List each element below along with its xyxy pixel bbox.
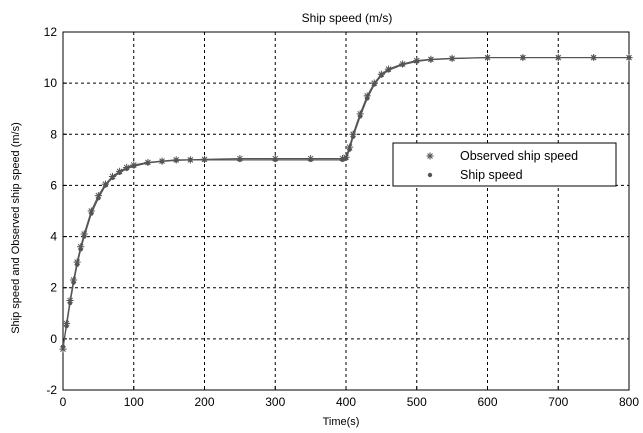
data-point-observed — [356, 110, 364, 118]
data-point-ship-speed — [64, 323, 69, 329]
data-point-ship-speed — [82, 234, 87, 239]
y-tick-label: 4 — [50, 230, 57, 244]
legend-box — [392, 142, 617, 187]
data-point-ship-speed — [556, 55, 561, 60]
series-line — [62, 56, 629, 347]
x-tick-label: 400 — [336, 395, 356, 409]
data-point-observed — [87, 207, 95, 215]
data-point-ship-speed — [60, 344, 66, 349]
legend-label-observed: Observed ship speed — [460, 149, 578, 163]
data-point-ship-speed — [145, 160, 151, 166]
grid-lines — [63, 32, 629, 390]
data-point-ship-speed — [357, 114, 363, 119]
data-point-ship-speed — [131, 164, 136, 169]
data-point-ship-speed — [237, 157, 243, 163]
x-tick-label: 100 — [124, 395, 144, 409]
y-tick-label: 8 — [50, 127, 57, 141]
data-point-ship-speed — [400, 62, 405, 67]
y-tick-label: 10 — [44, 76, 58, 90]
x-tick-label: 600 — [477, 395, 497, 409]
data-point-ship-speed — [308, 157, 313, 163]
data-point-ship-speed — [159, 159, 165, 164]
data-point-ship-speed — [71, 280, 76, 285]
x-axis-label: Time(s) — [323, 416, 360, 428]
series-1 — [60, 55, 632, 349]
legend-label-ship-speed: Ship speed — [460, 168, 523, 182]
data-point-ship-speed — [174, 158, 179, 163]
legend-marker-ship-speed — [427, 172, 433, 178]
series-line — [62, 56, 629, 350]
x-tick-label: 800 — [619, 395, 639, 409]
y-tick-label: 2 — [50, 281, 57, 295]
x-tick-label: 700 — [548, 395, 568, 409]
legend: Observed ship speed Ship speed — [392, 142, 617, 187]
data-point-ship-speed — [449, 56, 455, 61]
data-point-ship-speed — [386, 68, 391, 73]
x-axis-ticks: 0 100 200 300 400 500 600 700 800 — [60, 386, 639, 409]
data-point-ship-speed — [110, 175, 115, 180]
legend-dot-marker — [427, 172, 433, 178]
x-tick-label: 300 — [265, 395, 285, 409]
y-tick-label: 0 — [50, 332, 57, 346]
data-point-observed — [94, 192, 102, 200]
data-point-observed — [77, 243, 85, 251]
data-point-ship-speed — [520, 55, 526, 60]
x-tick-label: 500 — [407, 395, 427, 409]
data-point-ship-speed — [78, 247, 83, 252]
data-point-ship-speed — [74, 262, 80, 267]
data-point-ship-speed — [414, 59, 419, 64]
data-point-ship-speed — [379, 73, 384, 78]
data-point-ship-speed — [117, 170, 122, 175]
y-axis-ticks: -2 0 2 4 6 8 10 12 — [44, 25, 67, 397]
data-point-ship-speed — [365, 96, 370, 101]
x-tick-label: 0 — [60, 395, 67, 409]
legend-star-marker — [426, 152, 434, 160]
x-tick-label: 200 — [194, 395, 214, 409]
data-point-observed — [80, 230, 88, 238]
y-tick-label: 12 — [44, 25, 58, 39]
data-point-ship-speed — [343, 156, 349, 161]
y-tick-label: -2 — [46, 383, 57, 397]
data-point-ship-speed — [96, 196, 101, 201]
data-point-ship-speed — [591, 55, 596, 60]
plot-area-frame — [62, 31, 630, 391]
data-point-ship-speed — [103, 183, 108, 188]
data-point-ship-speed — [485, 55, 490, 60]
data-point-ship-speed — [428, 57, 434, 62]
data-point-ship-speed — [188, 157, 193, 163]
data-point-ship-speed — [124, 166, 129, 172]
data-point-observed — [345, 143, 354, 151]
y-axis-label: Ship speed and Observed ship speed (m/s) — [10, 122, 22, 334]
data-point-ship-speed — [350, 134, 356, 140]
data-point-ship-speed — [273, 157, 278, 163]
data-point-ship-speed — [340, 157, 345, 163]
data-point-observed — [363, 92, 371, 100]
y-tick-label: 6 — [50, 178, 57, 192]
data-point-ship-speed — [372, 82, 377, 87]
data-point-ship-speed — [89, 211, 94, 216]
data-point-ship-speed — [202, 157, 207, 163]
chart-title: Ship speed (m/s) — [302, 11, 393, 25]
series-layer — [59, 53, 633, 353]
legend-marker-observed — [426, 152, 434, 160]
data-point-observed — [349, 130, 357, 138]
data-point-ship-speed — [347, 147, 352, 152]
data-point-ship-speed — [626, 55, 632, 60]
data-point-observed — [59, 345, 67, 353]
data-point-ship-speed — [67, 300, 73, 306]
